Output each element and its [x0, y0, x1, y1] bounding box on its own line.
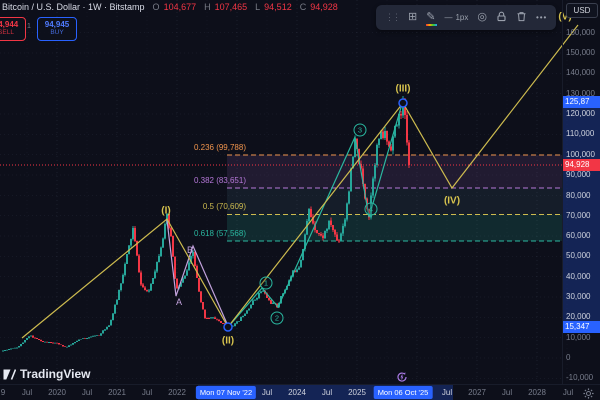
- time-tick: 2021: [108, 388, 126, 397]
- tradingview-logo[interactable]: TradingView: [3, 367, 90, 381]
- tradingview-logo-text: TradingView: [20, 367, 91, 381]
- buy-label: BUY: [50, 29, 64, 37]
- high-label: H: [204, 2, 211, 12]
- price-tick: 160,000: [566, 28, 595, 37]
- price-tick: 50,000: [566, 251, 591, 260]
- time-axis[interactable]: 9 Jul 2020 Jul 2021 Jul 2022 Jul 2024 Jul 2025 Jul 2…: [0, 384, 600, 400]
- lock-icon[interactable]: [496, 11, 507, 25]
- time-tick: 2020: [48, 388, 66, 397]
- time-tick: Jul: [441, 388, 453, 397]
- low-label: L: [255, 2, 261, 12]
- line-width-button[interactable]: —1px: [444, 13, 468, 22]
- price-tick: 0: [566, 353, 571, 362]
- open-label: O: [152, 2, 160, 12]
- pencil-color-icon[interactable]: ✎: [426, 12, 438, 26]
- fib-anchor-price-badge: 15,347: [563, 321, 600, 333]
- price-tick: 70,000: [566, 211, 591, 220]
- time-tick: 2024: [288, 388, 306, 397]
- fib-anchor-price-badge: 125,87: [563, 96, 600, 108]
- price-tick: 20,000: [566, 312, 591, 321]
- template-add-icon[interactable]: ⊞: [408, 11, 418, 23]
- price-tick: 150,000: [566, 48, 595, 57]
- time-tick: Jul: [321, 388, 333, 397]
- price-tick: 130,000: [566, 89, 595, 98]
- price-tick: 110,000: [566, 129, 595, 138]
- price-tick: 80,000: [566, 191, 591, 200]
- buy-price: 94,945: [44, 20, 70, 30]
- time-tick: Jul: [261, 388, 273, 397]
- time-tick: Jul: [141, 388, 153, 397]
- spread-value: 1: [27, 23, 31, 30]
- price-tick: 140,000: [566, 68, 595, 77]
- tradingview-logo-icon: [3, 368, 16, 380]
- currency-usd-button[interactable]: USD: [566, 3, 598, 18]
- sell-label: SELL: [0, 29, 14, 37]
- price-axis[interactable]: USD 160,000 150,000 140,000 130,000 120,000 1…: [562, 0, 600, 384]
- axis-settings-gear-icon[interactable]: [583, 386, 594, 400]
- fib-anchor-date-badge: Mon 06 Oct '25: [373, 386, 433, 399]
- time-tick: Jul: [562, 388, 574, 397]
- time-tick: Jul: [81, 388, 93, 397]
- time-tick: 2027: [468, 388, 486, 397]
- time-tick: 2028: [528, 388, 546, 397]
- replay-marker-icon[interactable]: [396, 370, 408, 388]
- drawing-toolbar: ⋮⋮ ⊞ ✎ —1px ◎ •••: [376, 5, 557, 30]
- drag-handle-icon[interactable]: ⋮⋮: [385, 12, 401, 22]
- line-width-label: 1px: [455, 13, 469, 22]
- price-tick: 40,000: [566, 272, 591, 281]
- time-tick: 2022: [168, 388, 186, 397]
- sell-price: 94,944: [0, 20, 19, 30]
- high-value: 107,465: [214, 2, 248, 12]
- price-tick: 10,000: [566, 333, 591, 342]
- trash-icon[interactable]: [516, 11, 527, 25]
- price-tick: 100,000: [566, 150, 595, 159]
- fib-price-range-highlight: [563, 97, 600, 332]
- time-tick: Jul: [501, 388, 513, 397]
- coordinates-icon[interactable]: ◎: [477, 11, 487, 23]
- open-value: 104,677: [163, 2, 197, 12]
- buy-button[interactable]: 94,945 BUY: [37, 17, 77, 41]
- line-glyph: —: [444, 13, 453, 22]
- price-tick: 60,000: [566, 231, 591, 240]
- time-tick: 2025: [348, 388, 366, 397]
- fib-anchor-date-badge: Mon 07 Nov '22: [195, 386, 257, 399]
- chart-header: Bitcoin / U.S. Dollar · 1W · Bitstamp O …: [2, 2, 338, 12]
- low-value: 94,512: [264, 2, 292, 12]
- sell-button[interactable]: 94,944 SELL: [0, 17, 26, 41]
- price-tick: 120,000: [566, 109, 595, 118]
- price-tick: 90,000: [566, 170, 591, 179]
- time-tick: Jul: [21, 388, 33, 397]
- close-label: C: [299, 2, 307, 12]
- time-tick: 9: [0, 388, 6, 397]
- price-tick: -10,000: [566, 373, 594, 382]
- more-options-icon[interactable]: •••: [535, 13, 548, 22]
- price-tick: 30,000: [566, 292, 591, 301]
- color-gradient-bar: [426, 24, 438, 26]
- symbol-title[interactable]: Bitcoin / U.S. Dollar · 1W · Bitstamp: [2, 2, 145, 12]
- close-value: 94,928: [310, 2, 338, 12]
- current-price-badge: 94,928: [563, 159, 600, 171]
